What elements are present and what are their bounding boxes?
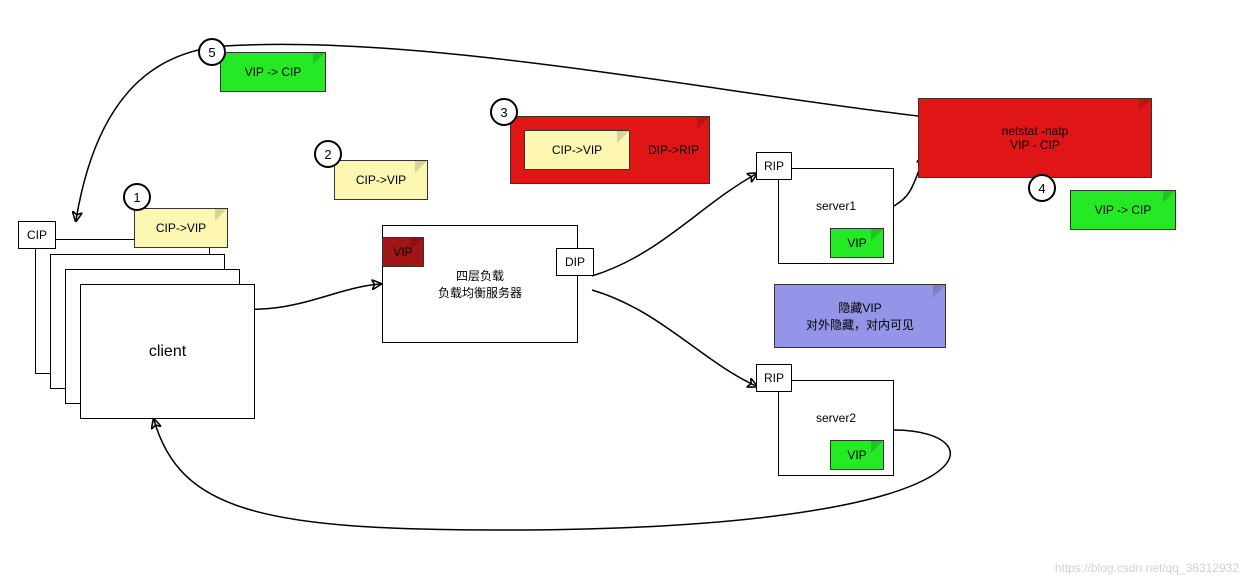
server2-vip-label: VIP bbox=[847, 448, 866, 462]
step5-note-text: VIP -> CIP bbox=[245, 65, 302, 79]
step-3: 3 bbox=[490, 98, 518, 126]
step3-right-text: DIP->RIP bbox=[648, 143, 699, 157]
dip-label: DIP bbox=[565, 255, 585, 269]
lb-text-2: 负载均衡服务器 bbox=[438, 284, 522, 301]
server1-vip: VIP bbox=[830, 228, 884, 258]
server2-rip: RIP bbox=[756, 364, 792, 392]
dip-box: DIP bbox=[556, 248, 594, 276]
step1-note-text: CIP->VIP bbox=[156, 221, 206, 235]
lb-vip-box: VIP bbox=[382, 237, 424, 267]
edge-lb-server1 bbox=[592, 174, 756, 276]
step2-note: CIP->VIP bbox=[334, 160, 428, 200]
step-4-n: 4 bbox=[1038, 181, 1045, 196]
purple-note: 隐藏VIP 对外隐藏，对内可见 bbox=[774, 284, 946, 348]
server1-vip-label: VIP bbox=[847, 236, 866, 250]
client-stack-1: client bbox=[80, 284, 255, 419]
netstat-note: netstat -natp VIP - CIP bbox=[918, 98, 1152, 178]
edge-lb-server2 bbox=[592, 290, 756, 386]
purple-l2: 对外隐藏，对内可见 bbox=[806, 316, 914, 333]
cip-label: CIP bbox=[27, 228, 47, 242]
server1-rip-label: RIP bbox=[764, 159, 784, 173]
server1-rip: RIP bbox=[756, 152, 792, 180]
step-1: 1 bbox=[123, 183, 151, 211]
purple-l1: 隐藏VIP bbox=[838, 299, 881, 316]
client-label: client bbox=[149, 343, 186, 361]
netstat-l1: netstat -natp bbox=[1002, 124, 1069, 138]
server2-rip-label: RIP bbox=[764, 371, 784, 385]
step-2: 2 bbox=[314, 140, 342, 168]
step-5: 5 bbox=[198, 38, 226, 66]
watermark: https://blog.csdn.net/qq_38312932 bbox=[1055, 561, 1239, 575]
server1-label: server1 bbox=[816, 199, 856, 213]
lb-text-1: 四层负载 bbox=[456, 267, 504, 284]
step4-note: VIP -> CIP bbox=[1070, 190, 1176, 230]
step-5-n: 5 bbox=[208, 45, 215, 60]
step-1-n: 1 bbox=[133, 190, 140, 205]
step4-note-text: VIP -> CIP bbox=[1095, 203, 1152, 217]
step5-note: VIP -> CIP bbox=[220, 52, 326, 92]
step2-note-text: CIP->VIP bbox=[356, 173, 406, 187]
server2-vip: VIP bbox=[830, 440, 884, 470]
step1-note: CIP->VIP bbox=[134, 208, 228, 248]
step3-inner-text: CIP->VIP bbox=[552, 143, 602, 157]
step-3-n: 3 bbox=[500, 105, 507, 120]
cip-box: CIP bbox=[18, 221, 56, 249]
lb-vip-label: VIP bbox=[393, 245, 412, 259]
step3-inner-note: CIP->VIP bbox=[524, 130, 630, 170]
step-2-n: 2 bbox=[324, 147, 331, 162]
server2-label: server2 bbox=[816, 411, 856, 425]
step-4: 4 bbox=[1028, 174, 1056, 202]
netstat-l2: VIP - CIP bbox=[1010, 138, 1060, 152]
